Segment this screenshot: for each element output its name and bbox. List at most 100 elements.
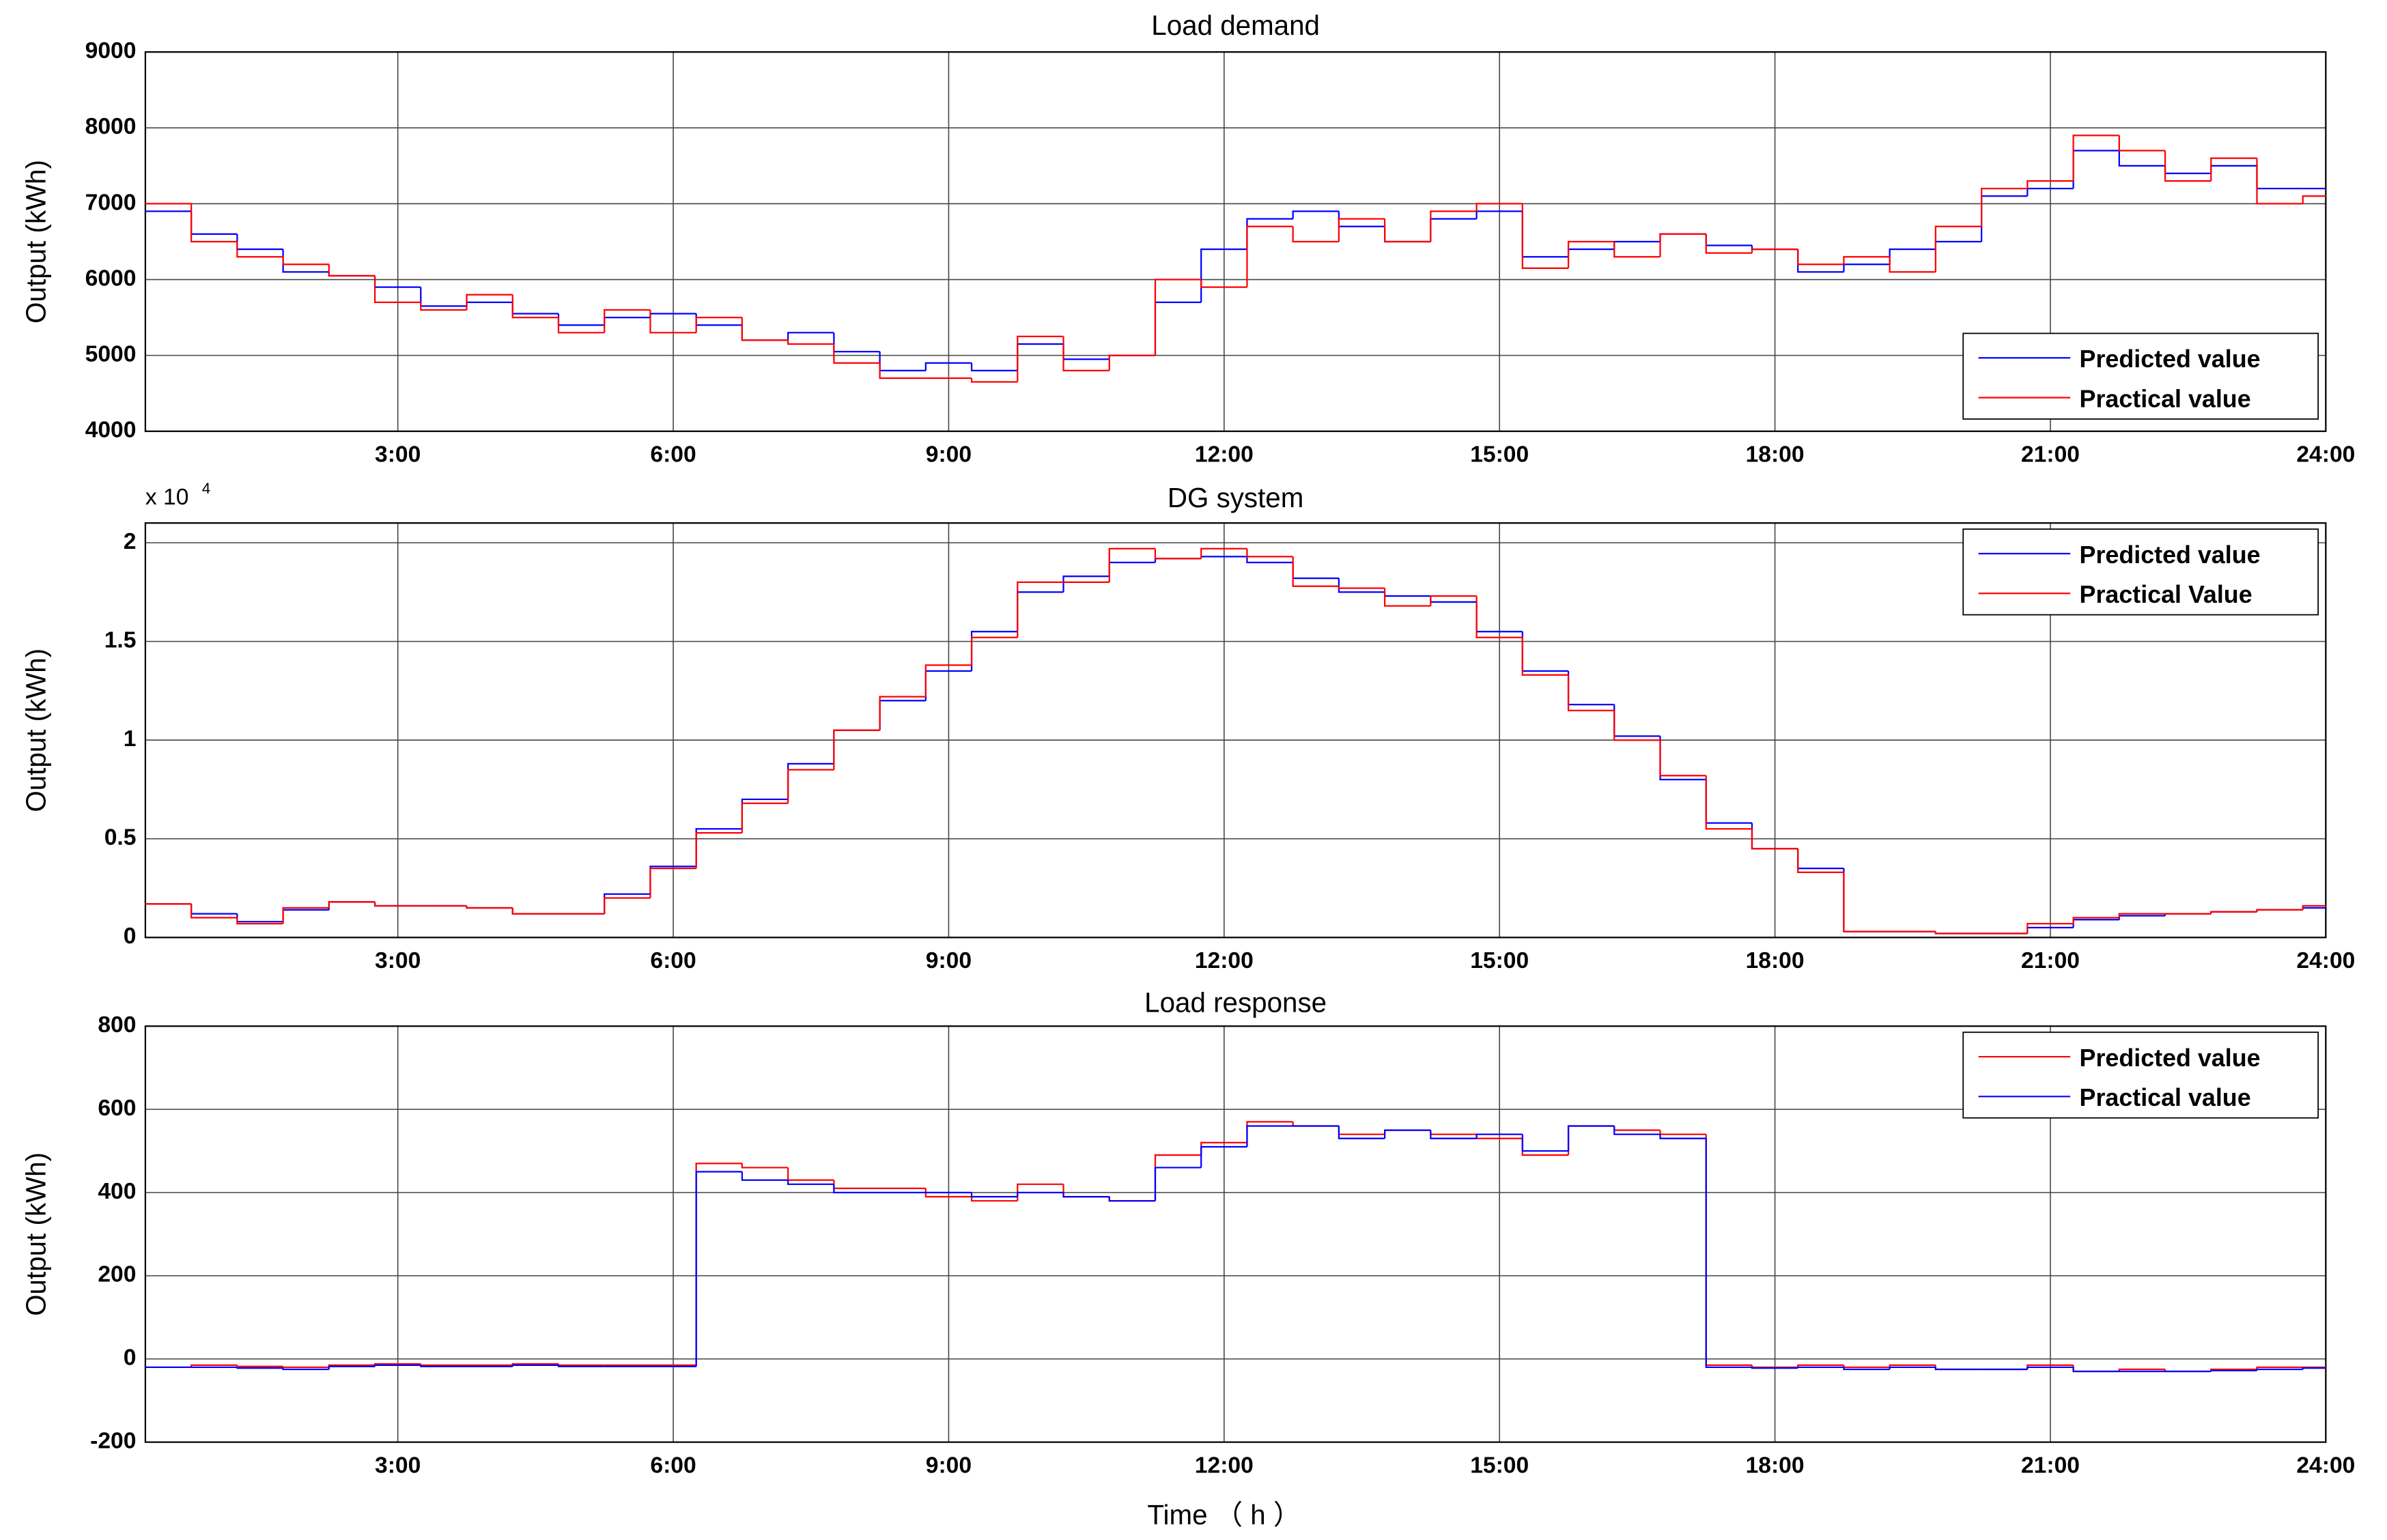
step-segment	[1934, 225, 1982, 272]
step-segment	[741, 802, 789, 833]
step-segment	[1154, 548, 1202, 560]
y-tick-label: 4000	[85, 418, 137, 443]
step-segment	[1430, 1130, 1477, 1139]
step-segment	[1843, 256, 1890, 265]
step-segment	[511, 294, 559, 319]
x-tick-label: 21:00	[2021, 948, 2080, 973]
x-tick-label: 12:00	[1195, 1453, 1254, 1478]
x-tick-label: 21:00	[2021, 442, 2080, 467]
step-segment	[2256, 909, 2303, 912]
step-segment	[833, 343, 880, 364]
step-segment	[2302, 904, 2326, 910]
step-segment	[1751, 1367, 1798, 1369]
step-segment	[2026, 922, 2074, 934]
step-segment	[1292, 556, 1339, 587]
step-segment	[190, 904, 238, 919]
step-segment	[1108, 354, 1155, 371]
step-segment	[1567, 1125, 1615, 1152]
step-segment	[970, 377, 1018, 383]
step-segment	[1475, 203, 1523, 212]
step-segment	[1338, 578, 1385, 593]
step-segment	[1338, 1126, 1385, 1139]
x-tick-label: 18:00	[1746, 948, 1805, 973]
series	[145, 134, 2326, 383]
x-tick-label: 12:00	[1195, 948, 1254, 973]
step-segment	[236, 241, 283, 258]
step-segment	[1521, 1134, 1569, 1152]
step-segment	[2256, 158, 2303, 205]
y-tick-label: 5000	[85, 342, 137, 367]
step-segment	[1934, 931, 1982, 935]
y-tick-label: 1	[124, 726, 137, 752]
step-segment	[1017, 335, 1064, 382]
y-tick-label: 800	[98, 1012, 136, 1038]
step-segment	[741, 317, 789, 341]
step-segment	[879, 362, 926, 380]
plot-frame	[144, 51, 2327, 432]
step-segment	[695, 831, 742, 869]
y-tick-label: 6000	[85, 266, 137, 291]
x-tick-label: 3:00	[375, 1453, 421, 1478]
step-segment	[2026, 180, 2074, 189]
step-segment	[373, 275, 421, 303]
step-segment	[1062, 336, 1110, 371]
step-segment	[373, 1364, 421, 1367]
y-axis-label: Output (kWh)	[20, 160, 52, 324]
step-segment	[1797, 249, 1844, 266]
x-axis-label: Time （ h ）	[1147, 1499, 1301, 1530]
step-segment	[282, 257, 329, 266]
x-tick-label: 24:00	[2296, 948, 2355, 973]
step-segment	[1567, 674, 1615, 711]
y-tick-label: 1.5	[104, 628, 137, 653]
step-segment	[1659, 740, 1706, 777]
x-tick-label: 24:00	[2296, 442, 2355, 467]
x-tick-label: 6:00	[650, 948, 696, 973]
step-segment	[1154, 279, 1202, 356]
step-segment	[1384, 588, 1431, 607]
legend-label: Practical Value	[2080, 581, 2252, 608]
step-segment	[604, 309, 651, 333]
step-segment	[511, 1364, 559, 1367]
series	[145, 1125, 2326, 1373]
x-tick-label: 18:00	[1746, 442, 1805, 467]
step-segment	[1062, 1192, 1110, 1198]
step-segment	[1017, 1191, 1064, 1197]
legend-box	[1962, 528, 2319, 616]
legend-label: Predicted value	[2080, 541, 2261, 569]
step-segment	[1843, 872, 1890, 932]
step-segment	[1200, 279, 1247, 288]
step-segment	[649, 309, 696, 334]
x-tick-label: 9:00	[926, 442, 972, 467]
y-tick-label: 600	[98, 1096, 136, 1121]
step-segment	[1705, 1138, 1752, 1369]
plot-frame	[144, 1025, 2327, 1443]
step-segment	[1384, 218, 1431, 243]
step-segment	[833, 1184, 880, 1194]
y-tick-label: 400	[98, 1179, 136, 1204]
step-segment	[557, 317, 605, 334]
step-segment	[2118, 135, 2166, 152]
legend-box	[1962, 1031, 2319, 1119]
step-segment	[1659, 1134, 1706, 1139]
step-segment	[466, 294, 513, 310]
step-segment	[2302, 195, 2326, 204]
axis-multiplier: x 10	[145, 485, 189, 510]
step-segment	[2072, 1367, 2119, 1373]
step-segment	[2026, 1366, 2074, 1369]
x-tick-label: 6:00	[650, 1453, 696, 1478]
x-tick-label: 12:00	[1195, 442, 1254, 467]
step-segment	[1246, 1125, 1293, 1147]
x-tick-label: 15:00	[1470, 948, 1529, 973]
x-tick-label: 9:00	[926, 1453, 972, 1478]
axis-multiplier-exponent: 4	[202, 480, 210, 497]
step-segment	[2302, 1367, 2326, 1369]
step-segment	[1430, 210, 1477, 242]
step-segment	[695, 316, 742, 333]
step-segment	[1292, 210, 1339, 219]
plot-frame	[144, 522, 2327, 939]
step-segment	[2210, 157, 2257, 182]
step-segment	[1246, 548, 1293, 558]
step-segment	[1062, 575, 1110, 593]
step-segment	[970, 1192, 1018, 1198]
step-segment	[1843, 1367, 1890, 1371]
